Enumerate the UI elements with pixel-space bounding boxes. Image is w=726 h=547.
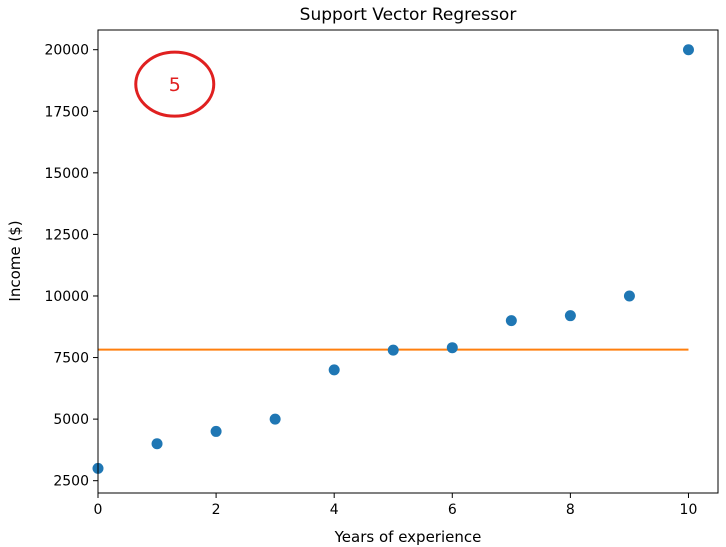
x-tick-label: 2 <box>212 502 221 518</box>
y-axis-label: Income ($) <box>6 220 24 301</box>
y-tick-label: 5000 <box>53 412 89 428</box>
annotation: 5 <box>134 50 216 118</box>
data-point <box>151 438 163 450</box>
y-tick-label: 12500 <box>44 227 89 243</box>
y-tick-label: 15000 <box>44 166 89 182</box>
data-point <box>564 310 576 322</box>
y-tick-label: 10000 <box>44 289 89 305</box>
data-point <box>328 364 340 376</box>
plot-frame <box>97 29 719 494</box>
data-point <box>446 342 458 354</box>
x-tick-label: 8 <box>566 502 575 518</box>
x-axis-ticks: 0 2 4 6 8 10 <box>94 493 698 518</box>
plot-marks <box>92 44 694 474</box>
data-point <box>387 344 399 356</box>
data-point <box>505 315 517 327</box>
y-axis-ticks: 2500 5000 7500 10000 12500 15000 17500 20000 <box>44 43 98 490</box>
x-tick-label: 6 <box>448 502 457 518</box>
chart-title: Support Vector Regressor <box>300 5 517 25</box>
y-tick-label: 2500 <box>53 474 89 490</box>
annotation-label: 5 <box>169 74 181 96</box>
x-axis-label: Years of experience <box>334 528 482 546</box>
data-point <box>269 413 281 425</box>
y-tick-label: 7500 <box>53 351 89 367</box>
x-tick-label: 0 <box>94 502 103 518</box>
data-point <box>623 290 635 302</box>
y-tick-label: 17500 <box>44 104 89 120</box>
x-tick-label: 4 <box>330 502 339 518</box>
x-tick-label: 10 <box>680 502 698 518</box>
data-point <box>682 44 694 56</box>
annotation-circle <box>134 50 216 118</box>
y-tick-label: 20000 <box>44 43 89 59</box>
data-point <box>210 425 222 437</box>
